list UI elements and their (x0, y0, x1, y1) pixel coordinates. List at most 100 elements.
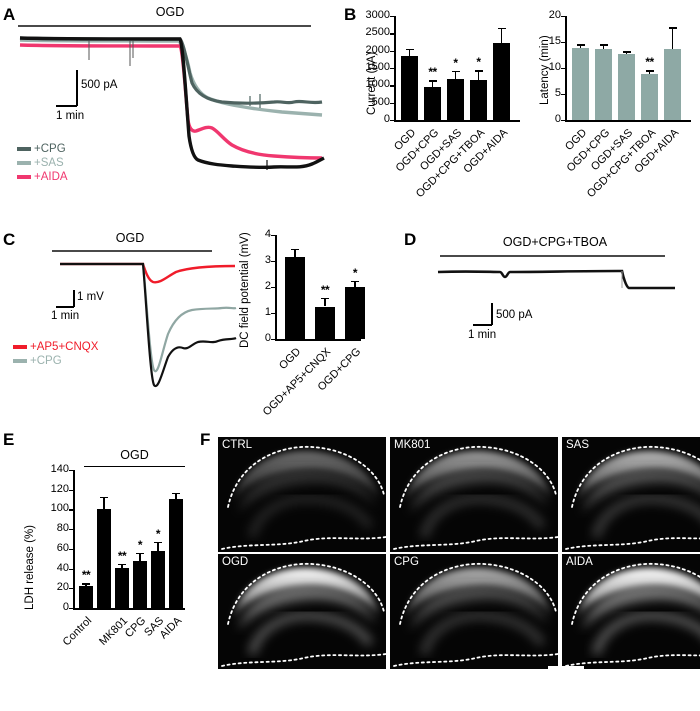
error-bar (431, 80, 434, 88)
panel-c-horizontal-scalebar (56, 306, 74, 308)
y-tick-label: 80 (56, 522, 69, 535)
error-bar (648, 70, 651, 74)
error-bar (477, 70, 480, 81)
y-tick-mark (271, 287, 275, 289)
panel-c-letter: C (3, 230, 16, 249)
y-tick-label: 2500 (365, 26, 390, 39)
error-bar-cap (351, 280, 359, 282)
significance-marker: ** (117, 548, 127, 563)
error-bar-cap (668, 27, 677, 29)
error-bar-cap (136, 552, 144, 555)
significance-marker: * (476, 55, 481, 70)
y-tick-label: 0 (383, 113, 390, 125)
micrograph-label: OGD (222, 556, 249, 568)
error-bar-cap (118, 563, 126, 566)
y-tick-label: 3 (264, 254, 271, 266)
error-bar (294, 248, 296, 258)
error-bar-cap (599, 44, 608, 46)
micrograph-label: CTRL (222, 439, 253, 451)
y-tick-mark (390, 33, 394, 35)
bar (115, 567, 129, 608)
y-tick-mark (561, 120, 565, 122)
panel-e-yaxis (73, 470, 75, 609)
bar (447, 78, 464, 120)
panel-d-title: OGD+CPG+TBOA (502, 235, 608, 249)
panel-b-current-yaxis (394, 16, 396, 121)
y-tick-mark (561, 42, 565, 44)
bar (401, 55, 418, 120)
y-tick-mark (69, 548, 73, 551)
legend-label-cpg: +CPG (34, 143, 66, 155)
y-tick-label: 0 (554, 113, 561, 125)
bar (315, 306, 335, 339)
y-tick-label: 3000 (365, 9, 390, 21)
panel-e-xaxis (73, 608, 185, 610)
panel-e-bracket-label: OGD (120, 448, 149, 462)
error-bar-cap (497, 27, 506, 30)
error-bar-cap (172, 492, 180, 495)
panel-f-scalebar (548, 666, 584, 672)
bar (664, 48, 681, 120)
bar (493, 42, 510, 120)
error-bar (625, 51, 628, 55)
error-bar-cap (405, 48, 414, 51)
y-tick-mark (69, 588, 73, 590)
panel-a-vertical-scalebar (76, 70, 78, 106)
legend-label-aida: +AIDA (34, 171, 68, 183)
y-tick-label: 10 (548, 61, 561, 73)
y-tick-mark (390, 16, 394, 18)
legend-label-cpg-c: +CPG (30, 355, 62, 367)
bar (595, 48, 612, 120)
bar (572, 48, 589, 120)
panel-c-traces (59, 262, 237, 388)
error-bar-cap (474, 70, 483, 72)
panel-d-vertical-scalebar (491, 303, 493, 325)
significance-marker: ** (645, 55, 654, 70)
panel-a-scale-v-label: 500 pA (81, 79, 118, 91)
y-tick-mark (561, 94, 565, 96)
error-bar-cap (428, 80, 437, 82)
bar (424, 87, 441, 120)
y-tick-label: 20 (56, 581, 69, 594)
panel-d-ogd-bar (440, 255, 665, 257)
panel-a-legend-item-2: +AIDA (17, 171, 68, 183)
y-tick-mark (390, 85, 394, 87)
significance-marker: ** (320, 282, 330, 297)
micrograph-sas: SAS (562, 437, 700, 552)
panel-e-ogd-bracket (84, 466, 185, 467)
error-bar (454, 70, 457, 79)
y-tick-label: 0 (62, 601, 69, 613)
y-tick-label: 20 (548, 9, 561, 21)
y-tick-mark (271, 313, 275, 315)
category-label: OGD+SAS (417, 126, 464, 174)
error-bar (103, 496, 105, 510)
bar (285, 257, 305, 339)
micrograph-cpg: CPG (390, 554, 558, 669)
y-tick-label: 2000 (365, 43, 390, 56)
error-bar-cap (291, 248, 299, 251)
y-tick-mark (69, 568, 73, 570)
error-bar-cap (451, 70, 460, 73)
error-bar-cap (321, 297, 329, 300)
error-bar (175, 492, 177, 499)
panel-c-vertical-scalebar (73, 290, 75, 307)
error-bar (671, 27, 674, 49)
significance-marker: * (352, 265, 358, 280)
y-tick-label: 0 (264, 332, 271, 344)
panel-b-current-xaxis (394, 120, 520, 122)
y-tick-label: 60 (56, 541, 69, 554)
y-tick-mark (390, 50, 394, 52)
y-tick-mark (561, 16, 565, 18)
panel-d-scale-h-label: 1 min (468, 329, 497, 341)
panel-d-scale-v-label: 500 pA (496, 309, 533, 321)
bar (618, 54, 635, 120)
error-bar-cap (622, 51, 631, 53)
bar (641, 73, 658, 120)
y-tick-mark (561, 68, 565, 70)
category-label: OGD+SAS (588, 126, 635, 174)
panel-a-title: OGD (155, 5, 185, 19)
bar (345, 287, 365, 339)
panel-b-letter: B (344, 5, 357, 24)
bar (470, 80, 487, 120)
y-tick-label: 1500 (365, 61, 390, 73)
